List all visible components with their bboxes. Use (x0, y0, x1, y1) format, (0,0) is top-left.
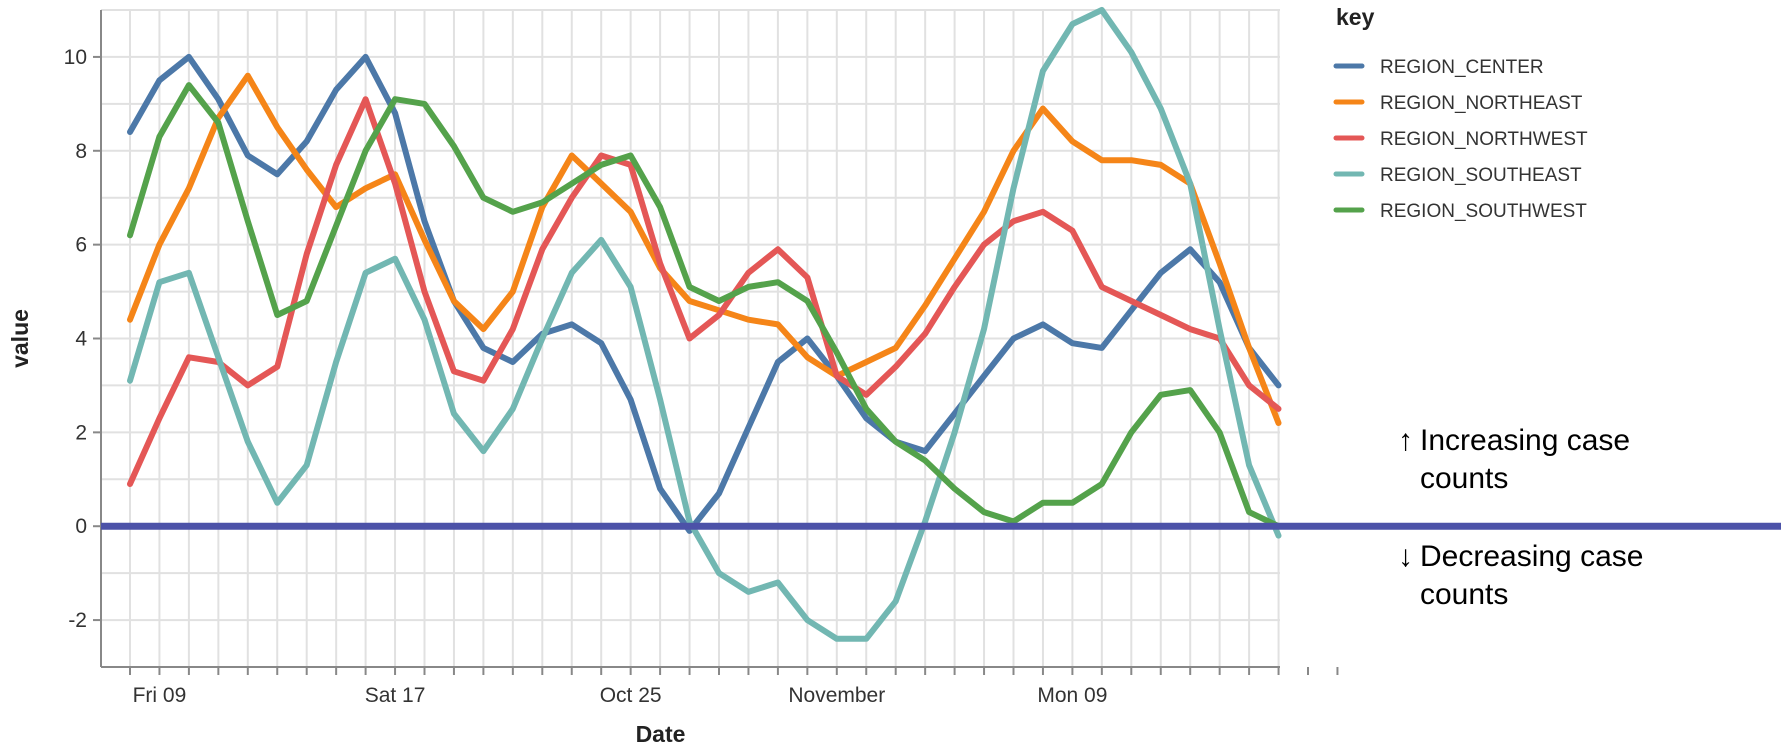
axes: -2 0 2 4 6 8 10 Fri 09 Sat 17 Oct 25 November Mon 0… (7, 10, 1339, 747)
decreasing-annotation: ↓ Decreasing case counts (1398, 538, 1643, 614)
decreasing-line2: counts (1420, 578, 1509, 611)
y-tick-label: 6 (75, 234, 87, 257)
x-tick-label: Mon 09 (1037, 684, 1107, 707)
y-tick-label: 8 (75, 140, 87, 163)
y-tick-label: 2 (75, 421, 87, 444)
grid (101, 9, 1280, 668)
down-arrow-icon: ↓ (1398, 540, 1413, 573)
decreasing-line1: Decreasing case (1420, 540, 1644, 573)
legend-label: REGION_SOUTHWEST (1380, 201, 1587, 222)
series-line-region_southeast (127, 7, 1282, 642)
y-tick-label: -2 (68, 609, 87, 632)
series-lines (127, 7, 1282, 642)
increasing-annotation: ↑ Increasing case counts (1398, 422, 1630, 498)
legend-label: REGION_NORTHWEST (1380, 129, 1588, 150)
legend-title: key (1336, 4, 1375, 30)
y-tick-label: 10 (64, 46, 87, 69)
x-tick-label: Oct 25 (600, 684, 662, 707)
legend-label: REGION_NORTHEAST (1380, 93, 1583, 114)
legend-label: REGION_CENTER (1380, 57, 1544, 78)
increasing-line2: counts (1420, 462, 1509, 495)
legend-label: REGION_SOUTHEAST (1380, 165, 1582, 186)
y-tick-label: 4 (75, 328, 87, 351)
x-axis-title: Date (636, 721, 686, 747)
y-tick-label: 0 (75, 515, 87, 538)
series-line-region_northeast (127, 72, 1282, 426)
up-arrow-icon: ↑ (1398, 424, 1413, 457)
series-line-region_center (127, 53, 1282, 534)
x-tick-label: Fri 09 (133, 684, 187, 707)
series-line-region_southwest (127, 82, 1282, 530)
x-tick-label: Sat 17 (365, 684, 426, 707)
x-tick-label: November (788, 684, 885, 707)
legend: key REGION_CENTER REGION_NORTHEAST REGION_N… (1333, 4, 1588, 222)
series-line-region_northwest (127, 96, 1282, 487)
y-axis-title: value (7, 309, 33, 368)
increasing-line1: Increasing case (1420, 424, 1631, 457)
